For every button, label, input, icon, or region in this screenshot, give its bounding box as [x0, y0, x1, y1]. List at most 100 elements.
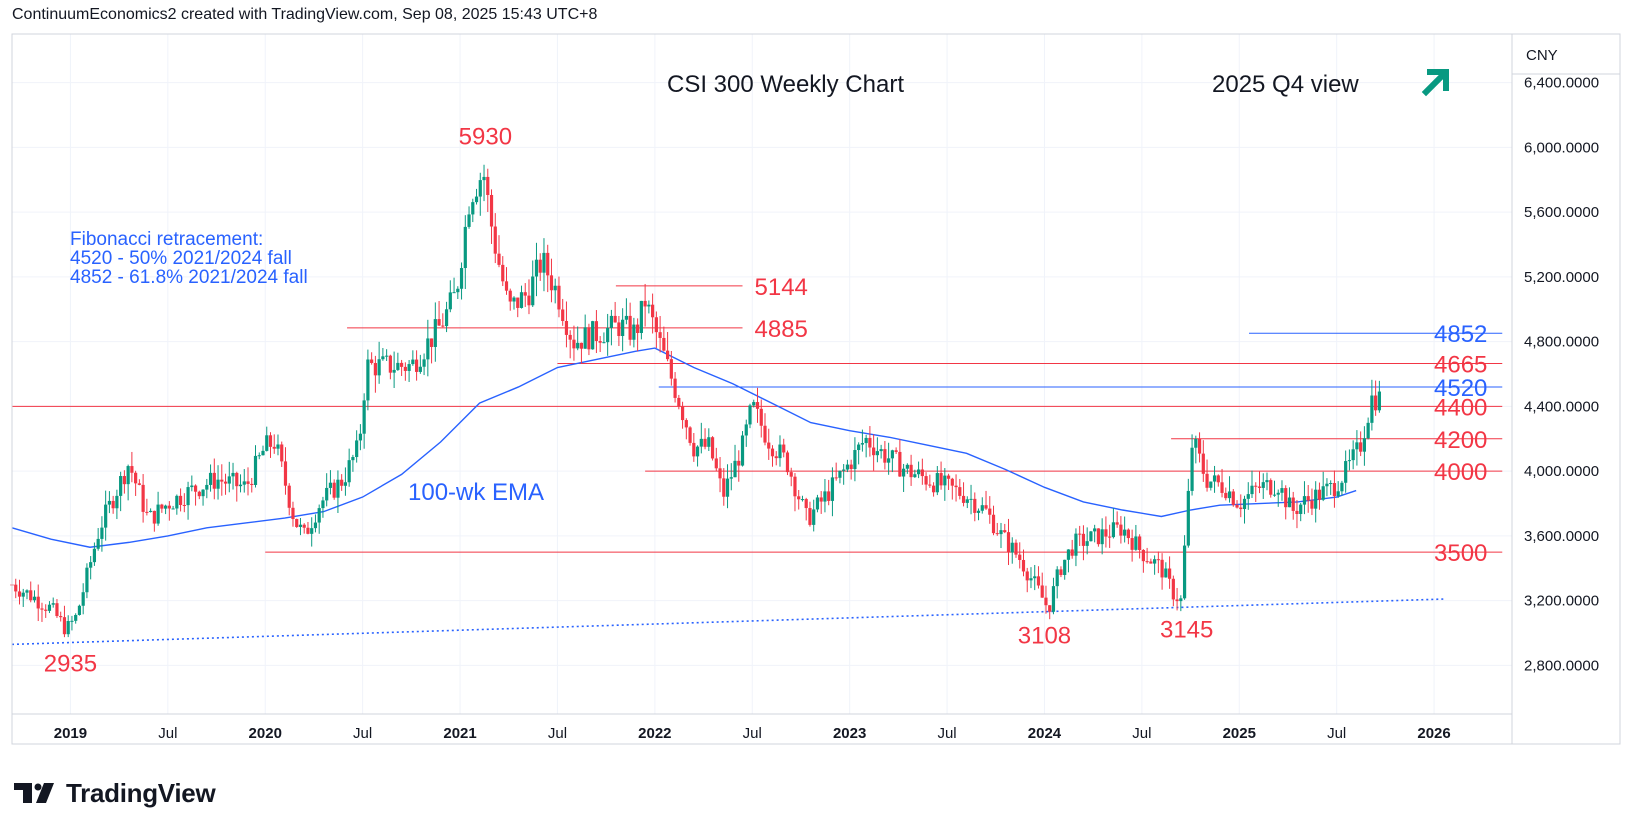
y-tick-label: 5,600.0000	[1524, 204, 1599, 221]
candle-body	[332, 482, 336, 498]
candle-body	[759, 408, 763, 426]
candle-body	[220, 479, 224, 482]
candle-body	[1254, 485, 1258, 487]
candle-body	[943, 475, 947, 486]
candle-body	[1347, 460, 1352, 462]
price-axis[interactable]: 6,400.0000 6,000.0000 5,600.0000 5,200.0000…	[1524, 75, 1599, 675]
candle-body	[662, 337, 666, 351]
level-label-5144: 5144	[755, 274, 808, 301]
candle-body	[32, 596, 37, 601]
candle-body	[66, 621, 70, 635]
candle-body	[815, 497, 820, 510]
candle-body	[733, 460, 737, 478]
candle-body	[1295, 510, 1299, 514]
point-label-3145: 3145	[1160, 617, 1213, 644]
candle-body	[744, 424, 748, 436]
candle-body	[1089, 531, 1093, 542]
candle-body	[636, 324, 640, 333]
candle-body	[725, 478, 730, 497]
candle-body	[827, 491, 831, 501]
candle-body	[1048, 605, 1052, 612]
y-tick-label: 4,800.0000	[1524, 334, 1599, 351]
candle-body	[1332, 483, 1337, 497]
candle-body	[1186, 490, 1190, 546]
candle-body	[1160, 559, 1164, 578]
candle-body	[748, 405, 752, 425]
candle-body	[1145, 561, 1149, 563]
candle-body	[392, 369, 396, 373]
candle-body	[276, 444, 280, 449]
candle-body	[1078, 533, 1082, 535]
candle-body	[1040, 585, 1044, 598]
candle-body	[178, 495, 183, 505]
candle-body	[205, 484, 209, 490]
candle-body	[1014, 542, 1018, 555]
candle-body	[1370, 395, 1374, 423]
x-tick-label: Jul	[353, 725, 372, 742]
candle-body	[463, 226, 467, 269]
candle-body	[677, 397, 681, 407]
candle-body	[609, 315, 614, 328]
candle-body	[366, 359, 370, 401]
time-axis[interactable]: 2019 Jul 2020 Jul 2021 Jul 2022 Jul 2023 Jul 2024 J…	[54, 725, 1451, 742]
candle-body	[1302, 496, 1307, 505]
candle-body	[265, 435, 269, 451]
candle-body	[857, 444, 861, 451]
candle-body	[396, 362, 400, 370]
candle-body	[253, 455, 258, 485]
candle-body	[1235, 504, 1239, 508]
candle-body	[797, 496, 801, 500]
chart-subtitle: 2025 Q4 view	[1212, 71, 1359, 98]
candle-body	[85, 567, 89, 593]
candle-body	[160, 504, 164, 509]
candle-body	[1018, 554, 1022, 560]
candle-body	[478, 180, 482, 197]
candle-body	[1153, 559, 1157, 564]
candle-body	[1194, 438, 1198, 448]
candle-body	[137, 483, 141, 485]
candle-body	[190, 485, 194, 488]
candle-body	[1059, 569, 1063, 575]
ema-line[interactable]	[11, 347, 1357, 548]
candle-body	[1134, 536, 1138, 550]
candle-body	[1025, 571, 1029, 581]
candle-body	[579, 342, 584, 349]
candle-body	[1003, 530, 1007, 533]
candle-body	[568, 334, 572, 340]
candle-body	[501, 264, 505, 282]
candle-body	[890, 450, 894, 459]
candle-body	[1167, 568, 1172, 579]
point-label-2935: 2935	[44, 651, 97, 678]
candle-body	[1119, 524, 1123, 536]
candle-body	[729, 477, 733, 479]
candle-body	[235, 472, 239, 487]
candle-body	[489, 194, 494, 227]
candle-body	[77, 605, 82, 615]
support-trendline	[11, 598, 1444, 646]
candle-body	[673, 378, 677, 398]
y-tick-label: 4,400.0000	[1524, 398, 1599, 415]
candle-body	[1010, 542, 1014, 553]
candle-body	[534, 259, 539, 277]
candle-body	[905, 464, 909, 469]
candle-body	[557, 285, 561, 310]
candle-body	[946, 475, 951, 479]
candle-body	[126, 466, 130, 485]
candle-body	[171, 508, 175, 510]
currency-label: CNY	[1526, 47, 1558, 64]
candle-body	[1044, 597, 1048, 606]
candle-body	[1216, 475, 1220, 483]
candle-body	[939, 473, 943, 486]
tradingview-logo[interactable]: TradingView	[14, 776, 216, 810]
candle-body	[606, 327, 610, 343]
candle-body	[441, 325, 445, 327]
candle-body	[107, 500, 112, 505]
candle-body	[437, 319, 441, 326]
candle-body	[995, 533, 999, 535]
chart-grid	[12, 34, 1512, 714]
candle-body	[381, 356, 385, 360]
ema-layer	[11, 347, 1357, 548]
candle-body	[1209, 481, 1213, 488]
candle-body	[426, 338, 430, 360]
